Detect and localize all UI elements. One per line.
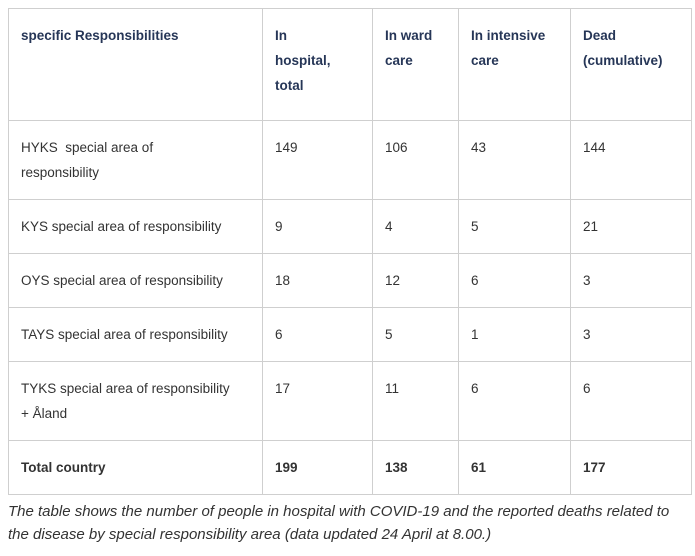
header-row: specific Responsibilities In hospital, t… (8, 8, 692, 121)
cell-total-dead-cumulative: 177 (570, 440, 692, 495)
cell-tyks-aland-in-hospital-total: 17 (262, 361, 373, 441)
table-caption: The table shows the number of people in … (8, 503, 670, 543)
cell-oys-in-ward-care: 12 (372, 253, 459, 308)
cell-tays-in-ward-care: 5 (372, 307, 459, 362)
table-row-oys: OYS special area of responsibility 18 12… (8, 253, 692, 308)
cell-oys-in-intensive-care: 6 (458, 253, 571, 308)
column-header-in-ward-care: In ward care (372, 8, 459, 121)
cell-hyks-in-ward-care: 106 (372, 120, 459, 200)
cell-total-in-intensive-care: 61 (458, 440, 571, 495)
row-label-hyks: HYKS special area of responsibility (8, 120, 263, 200)
column-header-specific-responsibilities: specific Responsibilities (8, 8, 263, 121)
cell-kys-dead-cumulative: 21 (570, 199, 692, 254)
row-label-tyks-aland: TYKS special area of responsibility + Ål… (8, 361, 263, 441)
cell-tays-in-intensive-care: 1 (458, 307, 571, 362)
row-label-tays: TAYS special area of responsibility (8, 307, 263, 362)
table-row-tays: TAYS special area of responsibility 6 5 … (8, 307, 692, 362)
cell-tyks-aland-in-ward-care: 11 (372, 361, 459, 441)
cell-total-in-hospital-total: 199 (262, 440, 373, 495)
cell-oys-dead-cumulative: 3 (570, 253, 692, 308)
table-row-total-country: Total country 199 138 61 177 (8, 440, 692, 495)
cell-kys-in-intensive-care: 5 (458, 199, 571, 254)
row-label-total-country: Total country (8, 440, 263, 495)
cell-hyks-in-hospital-total: 149 (262, 120, 373, 200)
cell-hyks-in-intensive-care: 43 (458, 120, 571, 200)
row-label-oys: OYS special area of responsibility (8, 253, 263, 308)
table-row-kys: KYS special area of responsibility 9 4 5… (8, 199, 692, 254)
cell-tays-dead-cumulative: 3 (570, 307, 692, 362)
cell-tyks-aland-dead-cumulative: 6 (570, 361, 692, 441)
table-row-hyks: HYKS special area of responsibility 149 … (8, 120, 692, 200)
cell-tyks-aland-in-intensive-care: 6 (458, 361, 571, 441)
cell-tays-in-hospital-total: 6 (262, 307, 373, 362)
column-header-in-hospital-total: In hospital, total (262, 8, 373, 121)
row-label-kys: KYS special area of responsibility (8, 199, 263, 254)
table-row-tyks-aland: TYKS special area of responsibility + Ål… (8, 361, 692, 441)
cell-kys-in-ward-care: 4 (372, 199, 459, 254)
column-header-dead-cumulative: Dead (cumulative) (570, 8, 692, 121)
cell-hyks-dead-cumulative: 144 (570, 120, 692, 200)
cell-total-in-ward-care: 138 (372, 440, 459, 495)
column-header-in-intensive-care: In intensive care (458, 8, 571, 121)
covid-hospital-table: specific Responsibilities In hospital, t… (8, 8, 692, 495)
cell-kys-in-hospital-total: 9 (262, 199, 373, 254)
cell-oys-in-hospital-total: 18 (262, 253, 373, 308)
